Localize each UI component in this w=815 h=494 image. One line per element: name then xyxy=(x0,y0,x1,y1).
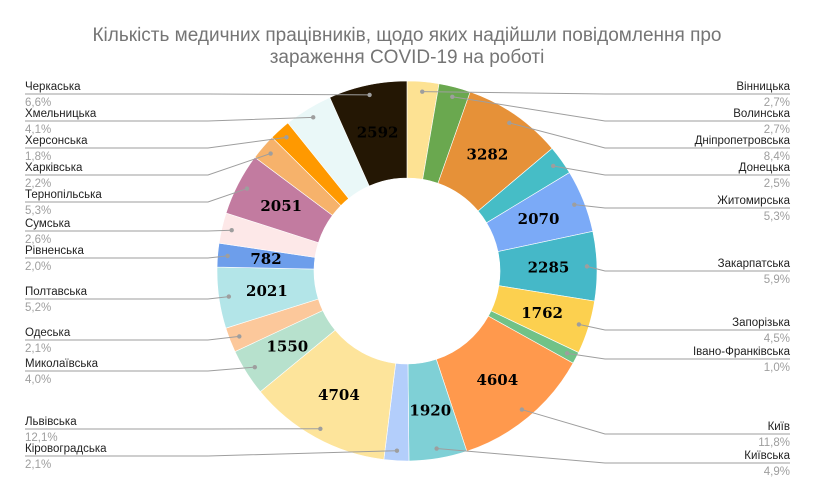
category-label: Хмельницька xyxy=(25,108,97,120)
category-label: Миколаївська xyxy=(25,358,99,370)
leader-line xyxy=(25,116,314,122)
category-label: Донецька xyxy=(739,162,791,174)
chart-title-line-2: зараження COVID-19 на роботі xyxy=(270,47,545,68)
category-label: Рівненська xyxy=(25,245,84,257)
category-label: Івано-Франківська xyxy=(693,346,791,358)
category-label: Вінницька xyxy=(736,81,790,93)
leader-line xyxy=(578,323,790,331)
data-label: 2285 xyxy=(528,258,570,276)
leader-line xyxy=(553,165,790,176)
percent-label: 6,6% xyxy=(25,97,51,109)
percent-label: 4,1% xyxy=(25,124,51,136)
category-label: Львівська xyxy=(25,416,77,428)
leader-line xyxy=(422,91,790,95)
category-label: Київська xyxy=(744,450,790,462)
category-label: Волинська xyxy=(733,108,790,120)
data-label: 782 xyxy=(250,250,281,268)
leader-dot xyxy=(252,364,258,370)
data-label: 4704 xyxy=(318,386,360,404)
leader-line xyxy=(452,96,790,122)
data-label: 2592 xyxy=(357,124,399,142)
category-label: Кіровоградська xyxy=(25,443,107,455)
category-label: Запорізька xyxy=(732,317,790,329)
category-label: Харківська xyxy=(25,162,83,174)
data-label: 1920 xyxy=(409,402,451,420)
category-label: Закарпатська xyxy=(718,258,791,270)
leader-line xyxy=(521,409,790,435)
data-label: 4604 xyxy=(476,371,518,389)
data-label: 3282 xyxy=(467,146,509,164)
category-label: Одеська xyxy=(25,327,71,339)
leader-line xyxy=(25,450,397,457)
slice-21 xyxy=(329,80,408,187)
percent-label: 2,6% xyxy=(25,234,51,246)
leader-dot xyxy=(519,407,525,412)
leader-line xyxy=(586,265,790,272)
percent-label: 2,0% xyxy=(25,261,51,273)
leader-line xyxy=(25,188,248,203)
leader-dot xyxy=(576,322,582,327)
category-label: Київ xyxy=(768,421,790,433)
percent-label: 5,3% xyxy=(25,205,51,217)
percent-label: 5,2% xyxy=(25,302,51,314)
percent-label: 4,9% xyxy=(764,466,790,478)
data-label: 2051 xyxy=(260,197,302,215)
data-label: 1550 xyxy=(266,338,308,356)
leader-line xyxy=(25,153,271,176)
leader-dot xyxy=(226,294,232,299)
leader-line xyxy=(25,93,370,96)
category-label: Полтавська xyxy=(25,286,88,298)
percent-label: 12,1% xyxy=(25,432,58,444)
category-label: Дніпропетровська xyxy=(695,135,791,147)
leader-line xyxy=(436,448,790,464)
percent-label: 11,8% xyxy=(758,437,790,449)
leader-line xyxy=(25,296,229,300)
percent-label: 5,9% xyxy=(764,274,790,286)
chart-title-line-1: Кількість медичних працівників, щодо яки… xyxy=(92,25,721,46)
leader-line xyxy=(25,255,228,259)
data-label: 2021 xyxy=(246,282,288,300)
leader-line xyxy=(25,335,240,341)
leader-line xyxy=(25,366,255,372)
percent-label: 2,2% xyxy=(25,178,51,190)
percent-label: 1,8% xyxy=(25,151,51,163)
percent-label: 8,4% xyxy=(764,151,790,163)
leader-line xyxy=(25,229,232,232)
leader-dot xyxy=(584,264,590,269)
percent-label: 5,3% xyxy=(764,211,790,223)
category-label: Житомирська xyxy=(717,195,790,207)
percent-label: 2,1% xyxy=(25,343,51,355)
leader-line xyxy=(566,352,790,360)
data-label: 2070 xyxy=(518,210,560,228)
percent-label: 2,5% xyxy=(764,178,790,190)
percent-label: 2,7% xyxy=(764,97,790,109)
percent-label: 4,5% xyxy=(764,333,790,345)
data-label: 1762 xyxy=(521,304,563,322)
leader-line xyxy=(574,204,790,209)
leader-line xyxy=(509,122,790,149)
percent-label: 2,7% xyxy=(764,124,790,136)
category-label: Сумська xyxy=(25,218,71,230)
percent-label: 2,1% xyxy=(25,459,51,471)
percent-label: 4,0% xyxy=(25,374,51,386)
category-label: Тернопільська xyxy=(25,189,102,201)
percent-label: 1,0% xyxy=(764,362,790,374)
leader-dot xyxy=(507,120,512,126)
category-label: Херсонська xyxy=(25,135,88,147)
leader-line xyxy=(25,136,287,149)
category-label: Черкаська xyxy=(25,81,81,93)
